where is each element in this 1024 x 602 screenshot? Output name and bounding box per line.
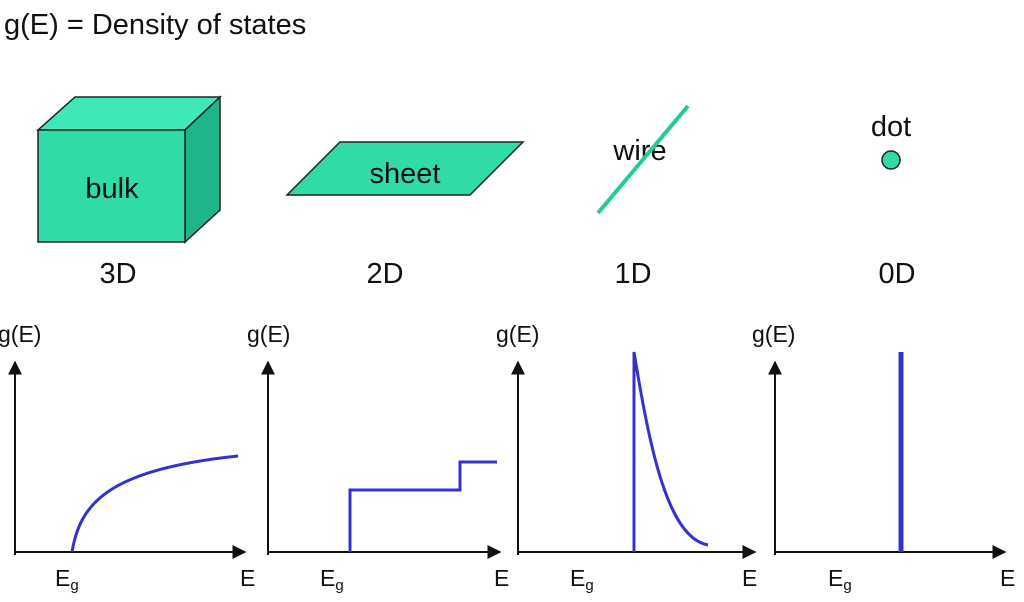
y-label: g(E): [0, 321, 41, 347]
x-label: E: [742, 565, 757, 591]
dimension-label: 2D: [366, 258, 403, 290]
gap-label: Eg: [828, 565, 852, 594]
gap-label: Eg: [320, 565, 344, 594]
y-label: g(E): [496, 321, 539, 347]
graphs: [7, 351, 1007, 559]
label-part: g: [335, 577, 343, 594]
shape-label: dot: [871, 111, 911, 143]
x-label: E: [494, 565, 509, 591]
shape-label: bulk: [85, 173, 139, 205]
shape-label: sheet: [370, 158, 441, 190]
y-label: g(E): [247, 321, 290, 347]
dimension-label: 1D: [614, 258, 651, 290]
label-part: E: [570, 565, 585, 591]
dos-curve: [632, 351, 709, 552]
gap-label: Eg: [55, 565, 79, 594]
label-part: g: [585, 577, 593, 594]
dos-curve: [348, 460, 497, 552]
dimension-label: 0D: [878, 258, 915, 290]
gap-label: Eg: [570, 565, 594, 594]
label-part: E: [828, 565, 843, 591]
wire-shape: [596, 104, 690, 215]
y-label: g(E): [752, 321, 795, 347]
dos-curve: [70, 454, 239, 553]
sheet-shape: [285, 141, 525, 196]
title: g(E) = Density of states: [4, 9, 306, 41]
label-part: g: [843, 577, 851, 594]
label-part: E: [55, 565, 70, 591]
x-label: E: [1000, 565, 1015, 591]
dimension-label: 3D: [99, 258, 136, 290]
label-part: E: [320, 565, 335, 591]
label-part: g: [70, 577, 78, 594]
bulk-cube: [36, 95, 222, 244]
x-label: E: [240, 565, 255, 591]
dot-shape: [881, 150, 901, 170]
